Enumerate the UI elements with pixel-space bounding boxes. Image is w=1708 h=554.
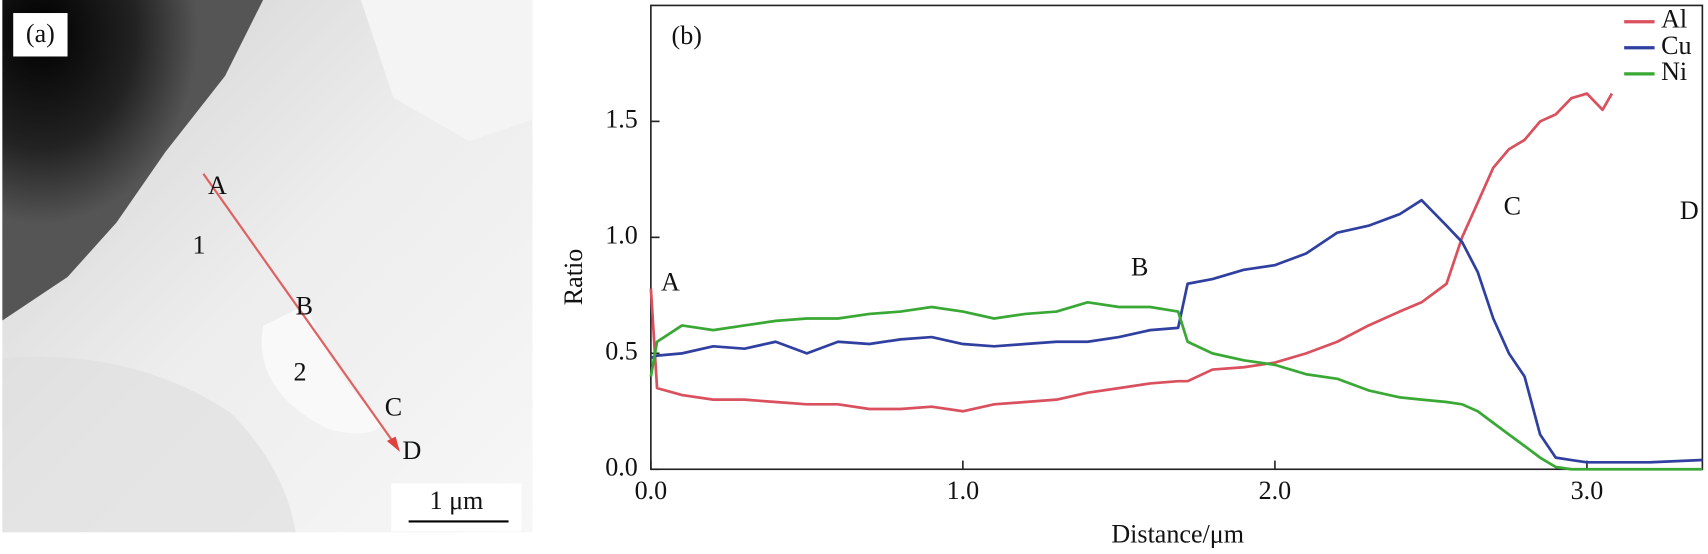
panel-label: (b) xyxy=(672,21,702,50)
point-label: C xyxy=(385,393,402,422)
chart: (b) Distance/μm Ratio 0.0 1.0 2.0 3.0 0.0 0.5… xyxy=(559,4,1704,549)
annotation: C xyxy=(1504,192,1521,221)
shadow-region xyxy=(2,356,296,533)
scan-line xyxy=(202,173,397,447)
annotation: B xyxy=(1131,252,1148,281)
data-line xyxy=(649,300,1703,471)
point-label: B xyxy=(296,291,313,320)
scan-arrow-head xyxy=(386,436,400,452)
y-tick-label: 1.5 xyxy=(605,104,638,133)
annotation: D xyxy=(1680,196,1699,225)
panel-label-box xyxy=(13,13,68,57)
scale-bar-box xyxy=(391,483,522,532)
data-line xyxy=(650,198,1703,464)
bright-region xyxy=(263,0,533,142)
region-label: 2 xyxy=(293,358,306,387)
scale-bar-label: 1 μm xyxy=(430,486,484,515)
point-label: A xyxy=(208,171,227,200)
legend-label: Ni xyxy=(1661,57,1687,86)
x-tick-label: 2.0 xyxy=(1259,476,1292,505)
plot-frame xyxy=(650,4,1704,471)
grain-2 xyxy=(261,304,383,434)
y-axis-label: Ratio xyxy=(559,249,588,305)
y-tick-label: 0.5 xyxy=(605,336,638,365)
x-tick-label: 0.0 xyxy=(635,476,668,505)
legend-label: Al xyxy=(1661,5,1687,34)
legend-label: Cu xyxy=(1661,31,1691,60)
dark-region xyxy=(2,0,264,321)
micrograph: (a) A B C D 1 2 1 μm xyxy=(2,0,533,533)
data-line xyxy=(649,92,1614,413)
y-tick-label: 0.0 xyxy=(605,452,638,481)
x-axis-label: Distance/μm xyxy=(1111,520,1244,549)
panel-label: (a) xyxy=(26,19,55,48)
y-tick-label: 1.0 xyxy=(605,220,638,249)
x-tick-label: 1.0 xyxy=(947,476,980,505)
x-tick-label: 3.0 xyxy=(1571,476,1604,505)
annotation: A xyxy=(661,268,680,297)
point-label: D xyxy=(402,436,421,465)
region-label: 1 xyxy=(192,231,205,260)
